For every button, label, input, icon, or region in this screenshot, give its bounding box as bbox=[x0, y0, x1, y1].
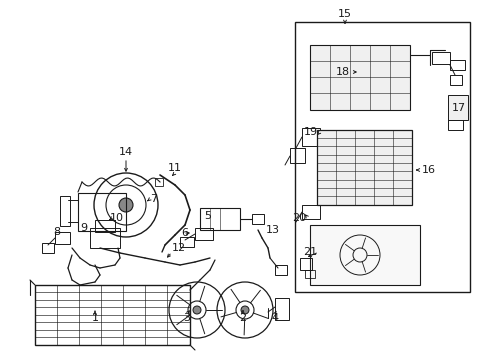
Bar bbox=[78, 193, 126, 231]
Text: 5: 5 bbox=[204, 211, 211, 221]
Bar bbox=[155, 178, 163, 186]
Bar bbox=[252, 214, 264, 224]
Text: 17: 17 bbox=[452, 103, 466, 113]
Bar bbox=[42, 243, 54, 253]
Bar bbox=[310, 45, 410, 110]
Text: 4: 4 bbox=[271, 313, 278, 323]
Bar bbox=[275, 298, 289, 320]
Circle shape bbox=[119, 198, 133, 212]
Bar bbox=[448, 120, 463, 130]
Text: 19: 19 bbox=[304, 127, 318, 137]
Text: 15: 15 bbox=[338, 9, 352, 19]
Bar bbox=[450, 60, 465, 70]
Text: 20: 20 bbox=[292, 213, 306, 223]
Text: 2: 2 bbox=[240, 313, 246, 323]
Bar bbox=[310, 225, 420, 285]
Bar bbox=[295, 22, 470, 292]
Bar bbox=[55, 232, 70, 244]
Bar bbox=[60, 196, 70, 226]
Text: 7: 7 bbox=[150, 194, 157, 204]
Bar bbox=[317, 130, 412, 205]
Text: 16: 16 bbox=[422, 165, 436, 175]
Bar bbox=[432, 52, 450, 64]
Bar bbox=[450, 75, 462, 85]
Bar bbox=[300, 258, 312, 270]
Bar bbox=[302, 205, 320, 219]
Text: 9: 9 bbox=[80, 223, 87, 233]
Circle shape bbox=[241, 306, 249, 314]
Text: 12: 12 bbox=[172, 243, 186, 253]
Text: 18: 18 bbox=[336, 67, 350, 77]
Bar bbox=[200, 208, 240, 230]
Bar bbox=[302, 128, 320, 146]
Text: 13: 13 bbox=[266, 225, 280, 235]
Text: 8: 8 bbox=[53, 227, 60, 237]
Bar bbox=[35, 285, 190, 345]
Bar bbox=[180, 237, 194, 247]
Bar bbox=[90, 228, 120, 248]
Bar bbox=[305, 270, 315, 278]
Bar bbox=[448, 95, 468, 120]
Text: 11: 11 bbox=[168, 163, 182, 173]
Bar bbox=[95, 220, 115, 232]
Text: 6: 6 bbox=[181, 228, 188, 238]
Text: 14: 14 bbox=[119, 147, 133, 157]
Bar bbox=[275, 265, 287, 275]
Circle shape bbox=[193, 306, 201, 314]
Text: 1: 1 bbox=[92, 313, 98, 323]
Bar bbox=[290, 148, 305, 163]
Text: 10: 10 bbox=[110, 213, 124, 223]
Text: 21: 21 bbox=[303, 247, 317, 257]
Bar bbox=[195, 228, 213, 240]
Text: 3: 3 bbox=[183, 313, 191, 323]
